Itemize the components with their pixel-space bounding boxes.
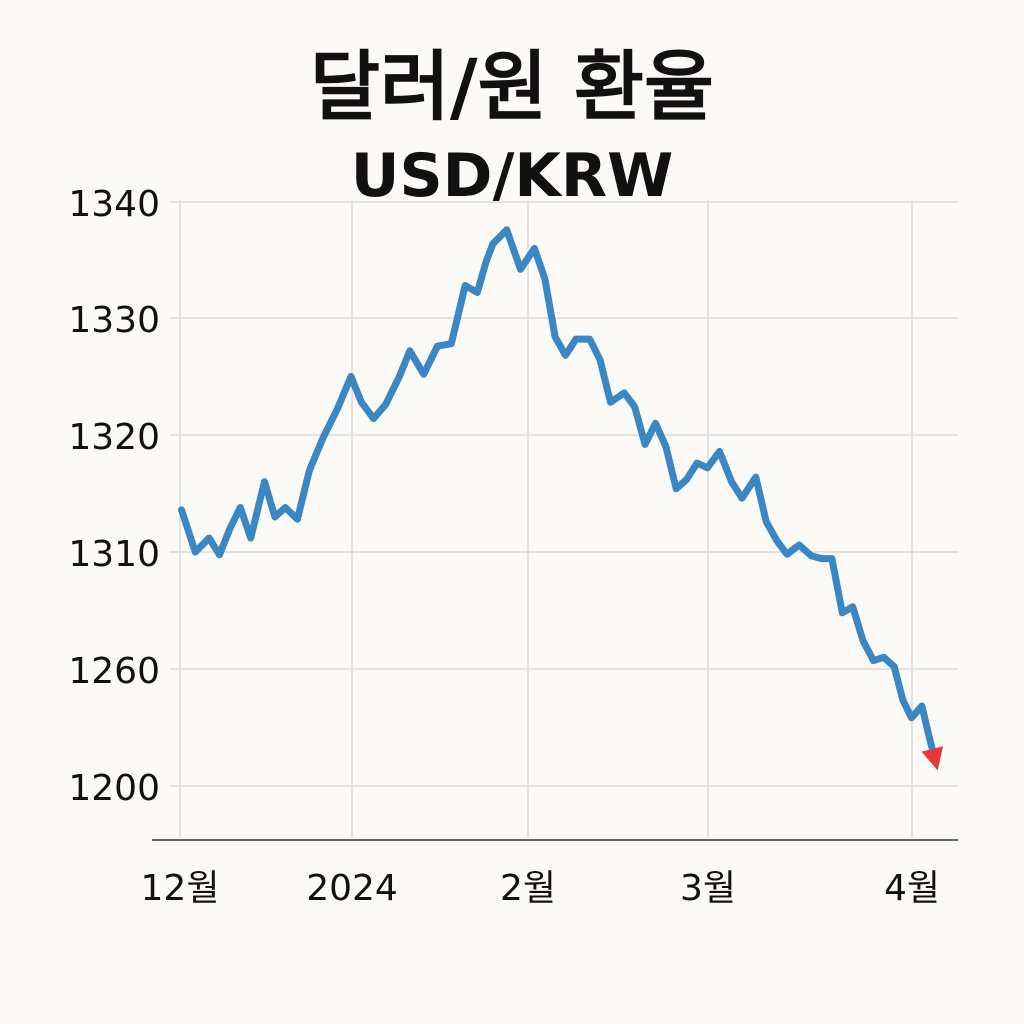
chart-subtitle: USD/KRW: [350, 141, 674, 211]
x-tick-label: 4월: [884, 868, 940, 909]
usd-krw-series-line: [178, 226, 940, 767]
y-tick-label: 1330: [68, 300, 160, 341]
x-tick-labels: 12월 2024 2월 3월 4월: [141, 868, 940, 909]
x-tick-label: 3월: [680, 868, 736, 909]
x-tick-label: 2월: [500, 868, 556, 909]
y-tick-label: 1320: [68, 417, 160, 458]
chart-title: 달러/원 환율: [310, 42, 714, 131]
y-tick-labels: 1340 1330 1320 1310 1260 1200: [68, 184, 160, 809]
y-tick-label: 1200: [68, 768, 160, 809]
grid-lines: [170, 200, 958, 838]
x-tick-label: 12월: [141, 868, 220, 909]
x-tick-label: 2024: [306, 868, 398, 909]
y-tick-label: 1340: [68, 184, 160, 225]
y-tick-label: 1260: [68, 651, 160, 692]
y-tick-label: 1310: [68, 534, 160, 575]
end-arrow-marker: [921, 746, 943, 771]
